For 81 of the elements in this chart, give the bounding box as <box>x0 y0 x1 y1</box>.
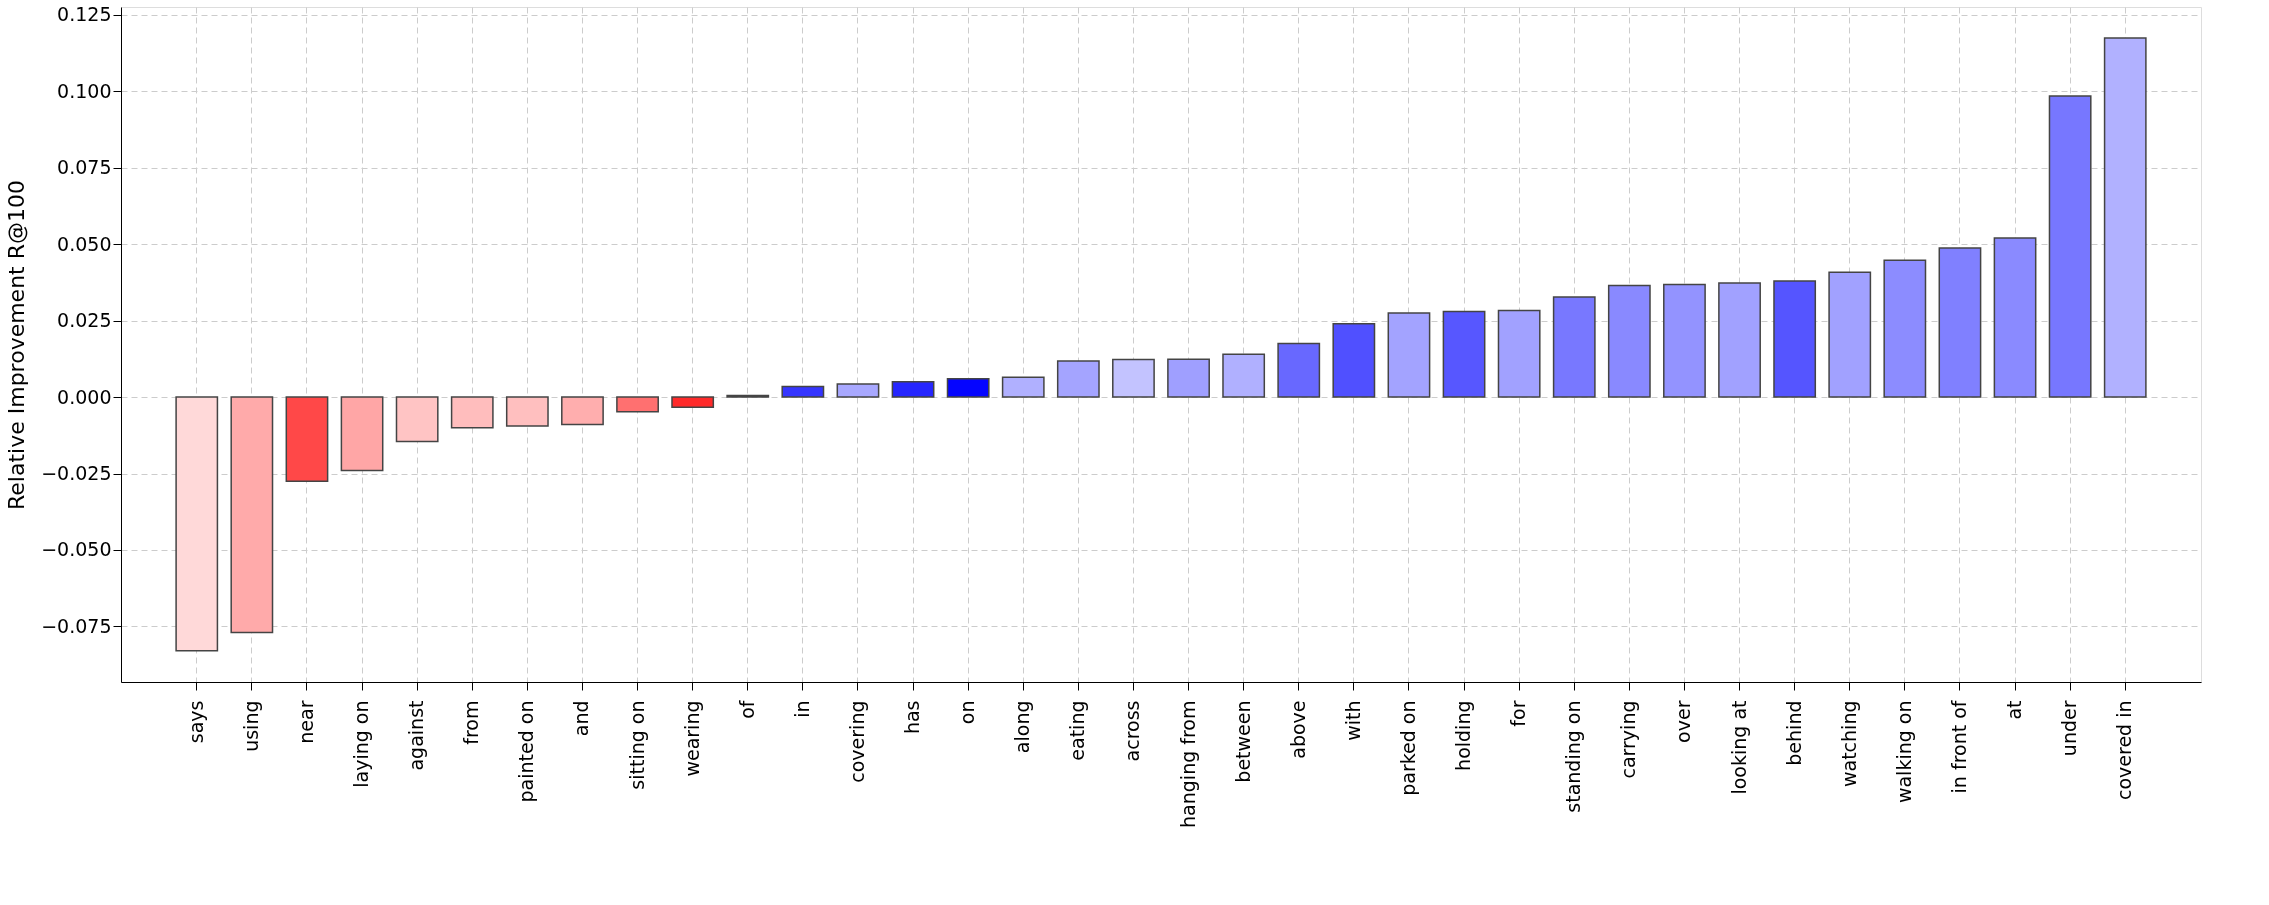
x-tick-label: across <box>1121 700 1144 762</box>
bar <box>1718 282 1761 398</box>
bar <box>1112 358 1155 398</box>
x-tick-label: covering <box>845 700 868 783</box>
bar <box>395 396 439 443</box>
x-tick-label: in <box>790 700 813 718</box>
x-tick-label: of <box>735 699 758 719</box>
x-tick-label: behind <box>1782 700 1805 766</box>
bar <box>340 396 384 472</box>
x-tick-label: from <box>460 700 483 745</box>
x-tick-label: with <box>1341 700 1364 741</box>
x-tick-label: above <box>1286 700 1309 759</box>
bar <box>230 396 274 634</box>
x-tick-label: has <box>901 700 924 735</box>
bar <box>2103 37 2147 398</box>
x-tick-label: for <box>1507 700 1530 727</box>
x-tick-label: laying on <box>350 700 373 788</box>
y-tick-label: −0.025 <box>41 462 112 485</box>
x-tick-label: and <box>570 700 593 737</box>
bar <box>1332 322 1376 398</box>
x-tick-label: eating <box>1066 700 1089 761</box>
bar <box>1001 376 1045 398</box>
bar <box>1828 271 1872 398</box>
bar <box>505 396 549 427</box>
bar <box>1277 342 1321 398</box>
bar <box>175 396 219 652</box>
bar <box>616 396 659 413</box>
y-tick-label: 0.075 <box>57 156 112 179</box>
bar <box>1056 360 1100 398</box>
bar <box>450 396 494 429</box>
bar <box>1552 296 1596 398</box>
x-tick-label: along <box>1011 700 1034 754</box>
y-tick-label: −0.050 <box>41 538 112 561</box>
x-tick-label: sitting on <box>625 700 648 790</box>
bar <box>946 377 990 398</box>
y-tick-label: 0.100 <box>57 79 112 102</box>
bar <box>285 396 329 482</box>
x-tick-label: watching <box>1837 700 1860 788</box>
x-tick-label: wearing <box>680 700 703 777</box>
bar <box>1883 259 1927 398</box>
bar <box>891 381 935 398</box>
x-tick-label: standing on <box>1562 700 1585 813</box>
bar <box>1167 358 1210 398</box>
x-tick-label: covered in <box>2113 700 2136 801</box>
x-tick-label: under <box>2058 700 2081 757</box>
x-tick-label: at <box>2003 700 2026 720</box>
bar <box>1222 353 1266 398</box>
bar <box>1773 280 1817 398</box>
bar <box>561 396 604 426</box>
bar <box>781 385 825 398</box>
bar <box>1663 283 1706 398</box>
x-tick-label: over <box>1672 700 1695 743</box>
x-tick-label: holding <box>1452 700 1475 771</box>
bar <box>1993 237 2037 398</box>
bar <box>1607 284 1651 398</box>
bar <box>1387 312 1431 398</box>
x-tick-label: carrying <box>1617 700 1640 779</box>
x-tick-label: looking at <box>1727 700 1750 795</box>
bar <box>1442 310 1486 398</box>
x-tick-label: parked on <box>1396 700 1419 796</box>
y-tick-label: 0.050 <box>57 232 112 255</box>
bar <box>1497 309 1541 398</box>
y-axis-title: Relative Improvement R@100 <box>4 180 30 510</box>
y-tick-label: 0.125 <box>57 3 112 26</box>
y-tick-label: 0.025 <box>57 309 112 332</box>
bar <box>2048 95 2092 398</box>
bar <box>671 396 715 408</box>
x-tick-label: near <box>294 700 317 744</box>
x-tick-label: using <box>239 700 262 752</box>
y-tick-label: 0.000 <box>57 385 112 408</box>
x-tick-label: hanging from <box>1176 700 1199 828</box>
x-tick-label: between <box>1231 700 1254 783</box>
bar <box>836 383 880 398</box>
x-tick-label: says <box>184 700 207 744</box>
bar <box>1938 247 1982 398</box>
x-tick-label: in front of <box>1947 699 1970 794</box>
x-tick-label: walking on <box>1892 700 1915 804</box>
x-tick-label: against <box>405 700 428 771</box>
y-tick-label: −0.075 <box>41 614 112 637</box>
x-tick-label: on <box>956 700 979 725</box>
x-tick-label: painted on <box>515 700 538 803</box>
